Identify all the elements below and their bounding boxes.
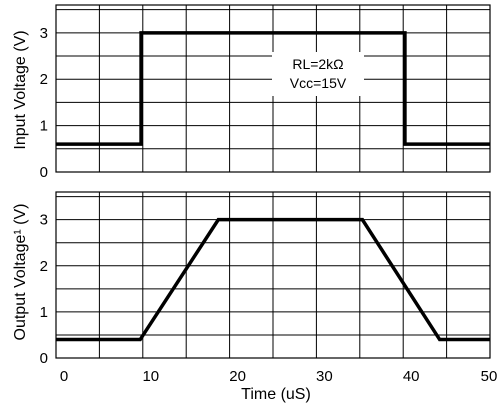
top-frame: [55, 4, 491, 173]
y-tick-label: 2: [40, 71, 48, 88]
x-tick-label: 0: [60, 368, 68, 385]
annotation-background: [272, 52, 364, 96]
bottom-y-tick-labels: 0 1 2 3: [40, 212, 48, 367]
plot-frame: [55, 191, 491, 359]
plot-frame: [55, 4, 491, 173]
series-line-0: [56, 217, 490, 342]
bottom-series: [56, 217, 490, 342]
x-tick-labels: 0 10 20 30 40 50: [60, 368, 498, 385]
bottom-grid: [56, 192, 490, 358]
annotation-load-resistance: RL=2kΩ: [292, 56, 343, 72]
bottom-frame: [55, 191, 491, 359]
y-tick-label: 1: [40, 304, 48, 321]
x-tick-label: 50: [481, 368, 498, 385]
series-line-0: [56, 31, 490, 146]
top-series: [56, 31, 490, 146]
y-tick-label: 2: [40, 258, 48, 275]
y-tick-label: 0: [40, 164, 48, 181]
y-tick-label: 3: [40, 212, 48, 229]
bottom-y-axis-label: Output Voltage¹ (V): [12, 204, 29, 341]
top-y-tick-labels: 0 1 2 3: [40, 25, 48, 181]
top-annotations: RL=2kΩ Vcc=15V: [272, 52, 364, 96]
x-tick-label: 40: [403, 368, 420, 385]
input-voltage-panel: 0 1 2 3 RL=2kΩ Vcc=15V Input Voltage (V): [12, 4, 491, 181]
x-tick-label: 20: [229, 368, 246, 385]
output-voltage-panel: 0 1 2 3 0 10 20 30 40 50 Output Voltage¹ (V) Tim…: [12, 191, 498, 403]
x-tick-label: 10: [142, 368, 159, 385]
annotation-supply-voltage: Vcc=15V: [290, 75, 347, 91]
y-tick-label: 3: [40, 25, 48, 42]
y-tick-label: 1: [40, 118, 48, 135]
y-tick-label: 0: [40, 350, 48, 367]
x-axis-label: Time (uS): [241, 386, 311, 403]
top-y-axis-label: Input Voltage (V): [12, 30, 29, 149]
x-tick-label: 30: [316, 368, 333, 385]
